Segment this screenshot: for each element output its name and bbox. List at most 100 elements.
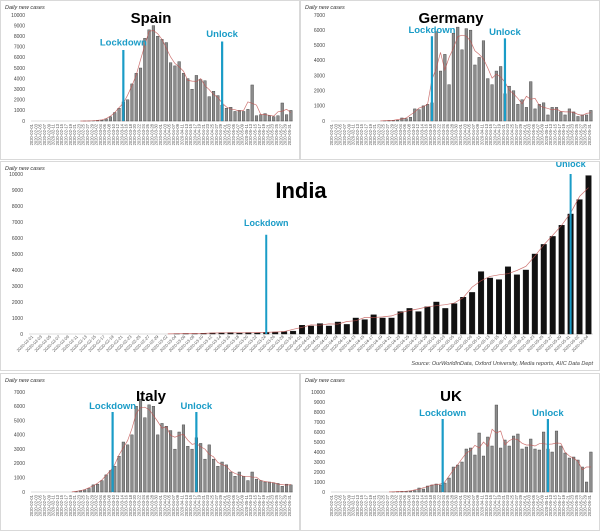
bar-2020-03-04: [400, 117, 404, 122]
y-axis-label: Daily new cases: [305, 378, 345, 384]
bar-2020-04-27: [516, 433, 520, 493]
x-tick-label: 2020-04-09: [475, 123, 480, 145]
x-tick-label: 2020-05-05: [231, 123, 236, 145]
x-tick-label: 2020-03-30: [154, 123, 159, 145]
bar-2020-05-09: [242, 111, 246, 122]
x-tick-label: 2020-03-12: [115, 494, 120, 516]
y-tick-label: 10000: [9, 172, 23, 178]
x-tick-label: 2020-02-01: [329, 494, 334, 516]
bar-2020-03-30: [290, 330, 297, 335]
x-tick-label: 2020-02-19: [68, 123, 73, 145]
bar-2020-05-17: [259, 114, 263, 122]
x-tick-label: 2020-04-19: [197, 123, 202, 145]
x-tick-label: 2020-04-15: [488, 123, 493, 145]
bar-2020-05-27: [580, 466, 584, 493]
bar-2020-05-25: [276, 483, 280, 493]
x-tick-label: 2020-04-21: [501, 494, 506, 516]
x-tick-label: 2020-03-18: [428, 494, 433, 516]
bar-2020-03-10: [113, 112, 117, 122]
x-tick-label: 2020-05-11: [244, 123, 249, 145]
x-tick-label: 2020-03-20: [432, 123, 437, 145]
x-tick-label: 2020-02-21: [372, 494, 377, 516]
bar-2020-03-12: [417, 487, 421, 493]
y-tick-label: 6000: [12, 236, 23, 242]
x-tick-label: 2020-04-09: [475, 494, 480, 516]
x-tick-label: 2020-04-09: [175, 494, 180, 516]
bar-2020-03-14: [121, 441, 125, 493]
x-tick-label: 2020-02-29: [89, 494, 94, 516]
bar-2020-03-24: [443, 482, 447, 493]
x-tick-label: 2020-02-09: [46, 494, 51, 516]
y-tick-label: 10000: [11, 13, 25, 19]
bar-2020-04-13: [352, 317, 359, 335]
x-tick-label: 2020-03-14: [119, 123, 124, 145]
trend-line: [80, 30, 292, 122]
bar-2020-03-08: [108, 470, 112, 493]
y-tick-label: 0: [322, 119, 325, 125]
x-tick-label: 2020-02-13: [355, 494, 360, 516]
x-tick-label: 2020-03-24: [141, 123, 146, 145]
y-tick-label: 9000: [314, 400, 325, 406]
x-tick-label: 2020-02-07: [342, 494, 347, 516]
x-tick-label: 2020-04-25: [210, 123, 215, 145]
bar-2020-05-23: [572, 456, 576, 493]
y-tick-label: 2000: [14, 98, 25, 104]
chart-title: India: [275, 178, 327, 203]
x-tick-label: 2020-03-04: [98, 123, 103, 145]
x-tick-label: 2020-05-27: [578, 494, 583, 516]
x-tick-label: 2020-03-08: [406, 123, 411, 145]
bar-2020-05-23: [572, 111, 576, 122]
bar-2020-03-16: [126, 99, 130, 122]
bar-2020-04-07: [173, 448, 177, 493]
y-tick-label: 1000: [314, 104, 325, 110]
bar-2020-03-22: [138, 67, 143, 122]
x-tick-label: 2020-02-05: [38, 123, 43, 145]
x-tick-label: 2020-02-13: [355, 123, 360, 145]
x-tick-label: 2020-04-29: [518, 494, 523, 516]
x-tick-label: 2020-03-22: [137, 494, 142, 516]
chart-svg: Daily new cases 0 1000 2000 3000 4000 5000 6000…: [305, 5, 593, 145]
bar-2020-04-25: [512, 90, 516, 122]
x-tick-label: 2020-03-22: [437, 494, 442, 516]
bar-2020-03-16: [126, 444, 130, 493]
x-tick-label: 2020-04-25: [210, 494, 215, 516]
x-tick-label: 2020-04-03: [462, 494, 467, 516]
y-tick-label: 9000: [14, 23, 25, 29]
bar-2020-05-15: [254, 115, 259, 122]
x-tick-label: 2020-02-17: [64, 494, 69, 516]
x-tick-label: 2020-02-27: [85, 123, 90, 145]
y-tick-label: 3000: [14, 447, 25, 453]
x-tick-label: 2020-05-25: [274, 494, 279, 516]
x-tick-label: 2020-04-19: [497, 494, 502, 516]
x-tick-label: 2020-05-29: [583, 123, 588, 145]
x-tick-label: 2020-04-09: [175, 123, 180, 145]
event-label-lockdown: Lockdown: [244, 218, 289, 228]
x-tick-label: 2020-03-26: [145, 494, 150, 516]
bar-2020-04-29: [424, 306, 431, 335]
bar-2020-05-23: [272, 116, 276, 122]
x-tick-label: 2020-03-24: [141, 494, 146, 516]
bar-2020-05-21: [567, 108, 571, 122]
x-tick-label: 2020-05-23: [570, 494, 575, 516]
x-tick-label: 2020-02-03: [33, 494, 38, 516]
x-tick-label: 2020-04-15: [488, 494, 493, 516]
x-tick-label: 2020-04-07: [171, 494, 176, 516]
bar-2020-03-24: [143, 38, 147, 122]
bar-2020-05-03: [229, 471, 233, 493]
x-tick-label: 2020-02-07: [42, 123, 47, 145]
x-tick-label: 2020-04-15: [188, 123, 193, 145]
x-tick-label: 2020-05-13: [248, 494, 253, 516]
bar-2020-04-03: [464, 448, 468, 493]
chart-svg: Daily new cases 0 1000 2000 3000 4000 5000 6000…: [5, 378, 293, 516]
x-tick-label: 2020-03-26: [145, 123, 150, 145]
x-tick-label: 2020-02-11: [351, 494, 356, 516]
bar-2020-03-30: [456, 464, 460, 493]
bar-2020-05-11: [246, 480, 250, 493]
chart-title: Germany: [418, 10, 484, 27]
trend-line: [388, 428, 591, 493]
bar-2020-04-05: [469, 447, 473, 493]
x-tick-label: 2020-03-18: [128, 494, 133, 516]
bar-2020-04-17: [370, 314, 377, 335]
x-tick-label: 2020-05-05: [531, 123, 536, 145]
x-tick-label: 2020-05-03: [227, 494, 232, 516]
